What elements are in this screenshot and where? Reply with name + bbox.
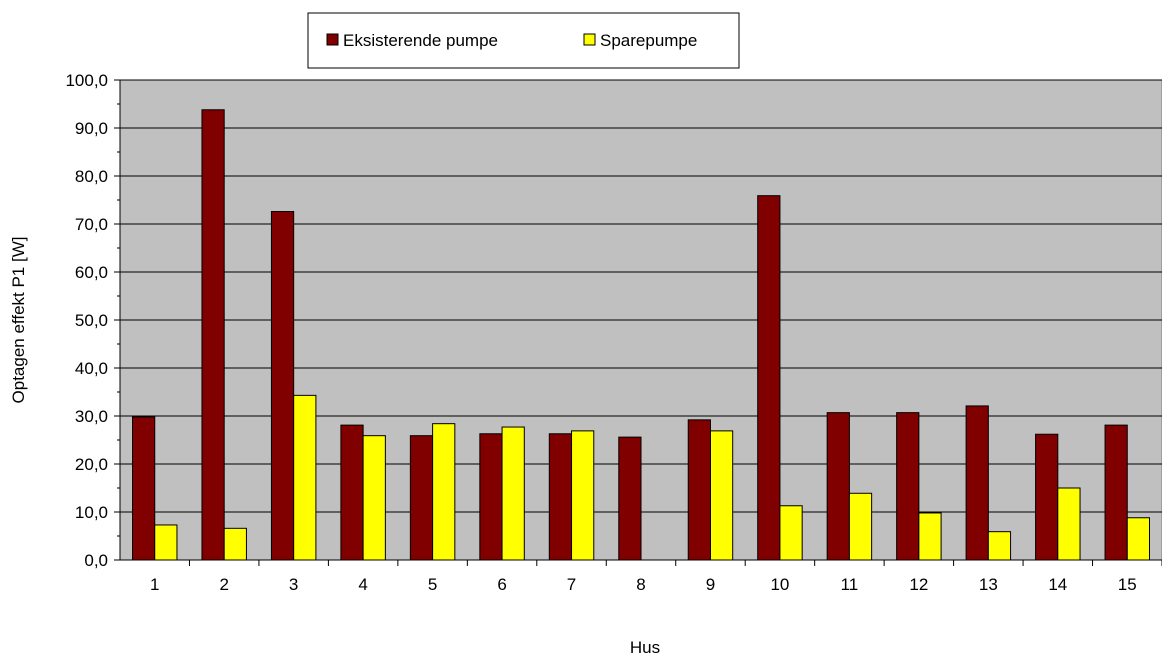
bar-eksisterende-pumpe <box>826 412 850 561</box>
bar-sparepumpe <box>501 426 525 561</box>
x-tick-label: 8 <box>636 575 645 594</box>
bar-eksisterende-pumpe <box>687 419 711 561</box>
bar-eksisterende-pumpe <box>1104 424 1128 561</box>
bar-sparepumpe <box>223 527 247 561</box>
bar-eksisterende-pumpe <box>757 195 781 561</box>
bar-sparepumpe <box>779 505 803 561</box>
x-tick-label: 10 <box>770 575 789 594</box>
bar-sparepumpe <box>154 524 178 561</box>
x-tick-label: 13 <box>979 575 998 594</box>
bar-eksisterende-pumpe <box>479 433 503 561</box>
bar-eksisterende-pumpe <box>340 424 364 561</box>
bar-eksisterende-pumpe <box>896 412 920 561</box>
x-tick-label: 9 <box>706 575 715 594</box>
y-tick-label: 100,0 <box>65 71 108 90</box>
y-tick-label: 20,0 <box>75 455 108 474</box>
legend-label-eksisterende: Eksisterende pumpe <box>343 31 498 50</box>
x-tick-label: 7 <box>567 575 576 594</box>
y-tick-label: 50,0 <box>75 311 108 330</box>
x-tick-label: 3 <box>289 575 298 594</box>
bar-eksisterende-pumpe <box>132 416 156 561</box>
y-tick-label: 40,0 <box>75 359 108 378</box>
y-tick-label: 0,0 <box>84 551 108 570</box>
legend-label-sparepumpe: Sparepumpe <box>600 31 697 50</box>
y-tick-label: 80,0 <box>75 167 108 186</box>
bar-sparepumpe <box>918 512 942 561</box>
bar-eksisterende-pumpe <box>270 211 295 561</box>
legend-swatch-sparepumpe <box>583 33 596 46</box>
bar-sparepumpe <box>1057 487 1081 561</box>
y-tick-label: 70,0 <box>75 215 108 234</box>
bar-sparepumpe <box>432 423 456 561</box>
x-tick-label: 2 <box>219 575 228 594</box>
bar-sparepumpe <box>571 430 595 561</box>
bar-sparepumpe <box>709 430 734 561</box>
x-axis-label: Hus <box>630 638 660 655</box>
x-tick-label: 4 <box>358 575 367 594</box>
bar-sparepumpe <box>987 531 1012 561</box>
x-tick-label: 15 <box>1118 575 1137 594</box>
y-tick-label: 10,0 <box>75 503 108 522</box>
bar-eksisterende-pumpe <box>548 433 573 561</box>
x-tick-label: 5 <box>428 575 437 594</box>
x-tick-label: 1 <box>150 575 159 594</box>
axes: 0,0 10,0 20,0 30,0 40,0 50,0 60,0 70,0 80,0 90,0 1… <box>65 71 1162 594</box>
bar-eksisterende-pumpe <box>201 109 225 561</box>
bar-sparepumpe <box>1126 517 1150 561</box>
x-tick-label: 6 <box>497 575 506 594</box>
bar-sparepumpe <box>293 394 317 561</box>
bar-sparepumpe <box>362 435 386 561</box>
legend-swatch-eksisterende <box>326 33 339 46</box>
bar-eksisterende-pumpe <box>1035 433 1059 561</box>
y-tick-label: 60,0 <box>75 263 108 282</box>
y-axis-label: Optagen effekt P1 [W] <box>9 237 28 404</box>
bar-eksisterende-pumpe <box>965 405 989 561</box>
bar-eksisterende-pumpe <box>618 436 642 561</box>
bar-sparepumpe <box>848 492 873 561</box>
x-tick-label: 11 <box>841 575 859 594</box>
x-tick-label: 12 <box>909 575 928 594</box>
y-tick-label: 90,0 <box>75 119 108 138</box>
bar-eksisterende-pumpe <box>409 435 434 561</box>
legend: Eksisterende pumpe Sparepumpe <box>307 12 740 69</box>
x-tick-label: 14 <box>1048 575 1067 594</box>
legend-box <box>307 12 740 69</box>
y-tick-label: 30,0 <box>75 407 108 426</box>
